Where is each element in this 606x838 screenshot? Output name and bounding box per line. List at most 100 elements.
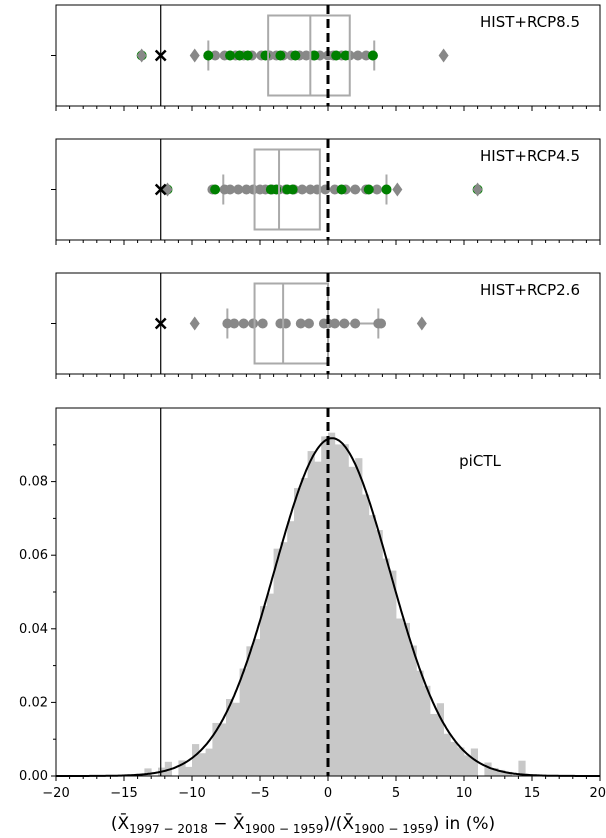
panel-label: HIST+RCP4.5	[480, 147, 580, 165]
xlabel-xbar-3: X̄	[342, 812, 354, 834]
grey-point	[352, 50, 363, 61]
hist-bar	[212, 722, 220, 776]
green-point	[242, 50, 253, 61]
hist-bar	[321, 436, 329, 776]
panel-label: HIST+RCP2.6	[480, 281, 580, 299]
hist-bar	[266, 593, 274, 776]
panel-label: HIST+RCP8.5	[480, 13, 580, 31]
x-tick-label: 0	[324, 786, 332, 801]
grey-point	[371, 184, 382, 195]
panel-1: HIST+RCP4.5	[51, 138, 601, 245]
hist-bar	[464, 755, 472, 776]
hist-bar	[232, 702, 240, 776]
hist-bar	[436, 703, 444, 776]
y-tick-label: 0.02	[19, 695, 48, 710]
green-point	[203, 50, 214, 61]
panel-0: HIST+RCP8.5	[51, 4, 601, 111]
green-point	[340, 50, 351, 61]
observed-marker	[154, 49, 167, 62]
outlier-marker	[189, 48, 200, 63]
hist-bar	[389, 570, 397, 776]
hist-bar	[205, 748, 213, 776]
hist-bar	[518, 760, 526, 776]
xlabel-sub-1: 1997 − 2018	[129, 822, 208, 836]
y-tick-label: 0.06	[19, 548, 48, 563]
hist-bar	[307, 451, 315, 776]
histogram-panel: 0.00 0.02 0.04 0.06 0.08 piCTL	[19, 407, 601, 784]
outlier-marker	[438, 48, 449, 63]
hist-bar	[294, 488, 302, 776]
xlabel-sub-2: 1900 − 1959	[245, 822, 324, 836]
hist-bar	[253, 639, 261, 776]
hist-bar	[382, 558, 390, 776]
xlabel-mid: )/(	[323, 814, 342, 834]
x-tick-label: −10	[178, 786, 205, 801]
hist-bar	[491, 767, 499, 776]
grey-point	[257, 318, 268, 329]
x-axis-label: (X̄1997 − 2018 − X̄1900 − 1959)/(X̄1900 …	[111, 812, 495, 836]
grey-point	[233, 184, 244, 195]
grey-point	[238, 318, 249, 329]
grey-point	[295, 318, 306, 329]
outlier-marker	[136, 48, 147, 63]
y-tick-label: 0.04	[19, 622, 48, 637]
hist-bar	[226, 699, 234, 776]
hist-bar	[484, 762, 492, 776]
green-point	[336, 184, 347, 195]
x-tick-label: 5	[392, 786, 400, 801]
hist-bar	[430, 713, 438, 776]
hist-bar	[185, 766, 193, 776]
hist-bar	[443, 733, 451, 776]
x-tick-label: 10	[456, 786, 473, 801]
grey-point	[229, 318, 240, 329]
green-point	[210, 184, 221, 195]
grey-point	[225, 184, 236, 195]
x-tick-label: 20	[589, 786, 606, 801]
hist-bar	[498, 769, 506, 776]
grey-point	[339, 318, 350, 329]
hist-bar	[287, 521, 295, 776]
green-point	[287, 184, 298, 195]
x-tick-label: −5	[250, 786, 269, 801]
y-tick-label: 0.00	[19, 769, 48, 784]
grey-point	[350, 184, 361, 195]
hist-bar	[260, 606, 268, 776]
hist-bar	[334, 444, 342, 776]
hist-bar	[273, 548, 281, 776]
grey-point	[376, 318, 387, 329]
panel-2: HIST+RCP2.6	[51, 272, 601, 379]
xlabel-minus: −	[208, 814, 233, 834]
hist-bar	[144, 768, 152, 776]
x-tick-label: −15	[110, 786, 137, 801]
hist-bar	[178, 760, 186, 776]
grey-point	[248, 318, 259, 329]
hist-bar	[198, 753, 206, 776]
green-point	[225, 50, 236, 61]
xlabel-sub-3: 1900 − 1959	[354, 822, 433, 836]
observed-marker	[154, 183, 167, 196]
hist-bar	[348, 466, 356, 776]
grey-point	[303, 318, 314, 329]
panel-label: piCTL	[459, 452, 501, 470]
hist-bar	[396, 618, 404, 776]
hist-bar	[470, 748, 478, 776]
observed-marker	[154, 317, 167, 330]
hist-bar	[219, 723, 227, 776]
xlabel-open: (	[111, 814, 118, 834]
box-iqr	[253, 148, 321, 231]
outlier-marker	[392, 182, 403, 197]
hist-bar	[375, 530, 383, 776]
box-panels: HIST+RCP8.5 HIST+RCP4.5 HIST+RCP2.6	[51, 4, 601, 379]
hist-bar	[314, 461, 322, 776]
hist-bar	[457, 747, 465, 776]
hist-bar	[368, 515, 376, 776]
green-point	[290, 50, 301, 61]
green-point	[234, 50, 245, 61]
outlier-marker	[416, 316, 427, 331]
green-point	[309, 50, 320, 61]
xlabel-xbar-1: X̄	[117, 812, 129, 834]
x-tick-label: 15	[524, 786, 541, 801]
hist-bar	[246, 646, 254, 776]
xlabel-xbar-2: X̄	[233, 812, 245, 834]
